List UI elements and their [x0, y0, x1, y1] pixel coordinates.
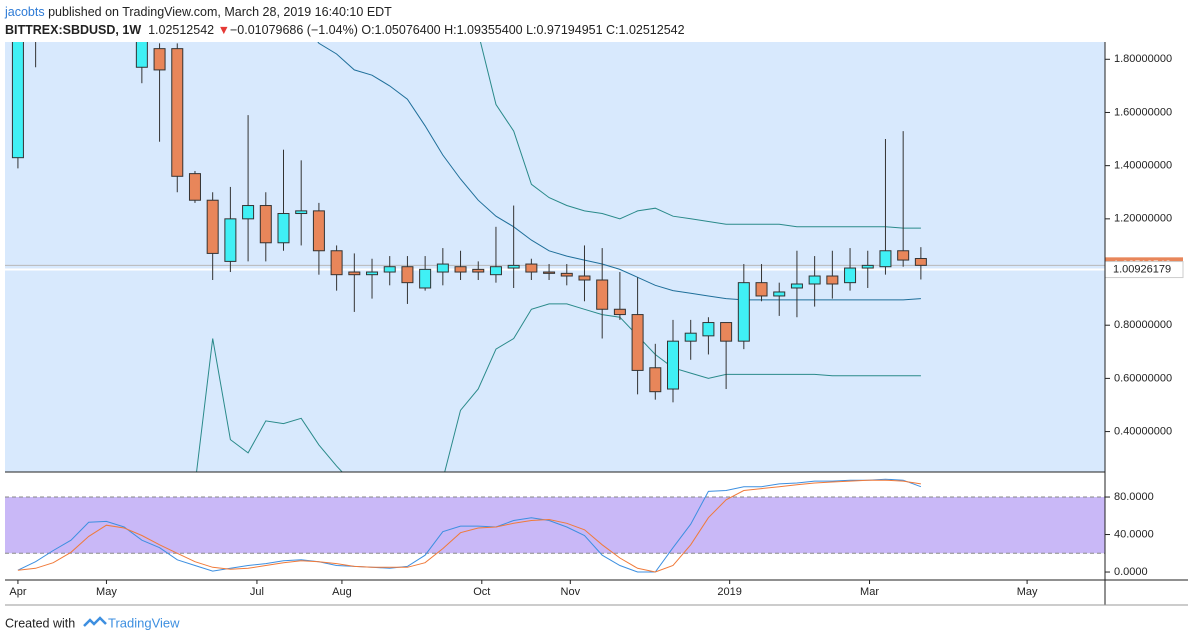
- y-tick-label: 0.0000: [1114, 566, 1148, 578]
- x-tick-label: Oct: [473, 586, 490, 598]
- y-tick-label: 80.0000: [1114, 491, 1154, 503]
- hline-label: 1.00926179: [1113, 263, 1171, 275]
- candle-body: [720, 322, 733, 342]
- header-line1: jacobts published on TradingView.com, Ma…: [5, 5, 392, 19]
- candle-body: [649, 367, 662, 393]
- candle-body: [560, 272, 573, 277]
- x-tick-label: Apr: [9, 586, 26, 598]
- candle-body: [366, 271, 379, 276]
- x-tick-label: 2019: [717, 586, 741, 598]
- candle-body: [914, 258, 927, 266]
- price-pane: [5, 42, 1105, 472]
- candle-body: [844, 267, 857, 284]
- candle-body: [897, 250, 910, 261]
- series-line: [479, 42, 921, 229]
- x-tick-label: Mar: [860, 586, 879, 598]
- candle-body: [277, 213, 290, 244]
- candle-body: [348, 271, 361, 276]
- candle-body: [613, 308, 626, 316]
- published: published on TradingView.com, March 28, …: [44, 5, 392, 19]
- series-line: [17, 479, 921, 573]
- candle-body: [135, 42, 148, 68]
- candle-body: [454, 266, 467, 273]
- series-line: [17, 478, 922, 573]
- candle-body: [808, 275, 821, 285]
- y-tick-label: 1.20000000: [1114, 213, 1172, 225]
- ohlc: O:1.05076400 H:1.09355400 L:0.97194951 C…: [361, 23, 685, 37]
- candle-body: [826, 275, 839, 285]
- logo-mark: [83, 616, 107, 627]
- change: −0.01079686 (−1.04%): [229, 23, 358, 37]
- stoch-band: [5, 497, 1105, 554]
- candle-body: [631, 314, 644, 371]
- candle-body: [312, 210, 325, 252]
- series-line: [196, 303, 921, 472]
- candle-body: [861, 264, 874, 269]
- candle-body: [596, 279, 609, 310]
- candle-body: [507, 264, 520, 269]
- candle-body: [383, 266, 396, 273]
- candle-body: [188, 173, 201, 201]
- candle-body: [242, 205, 255, 220]
- x-tick-label: Jul: [250, 586, 264, 598]
- candle-body: [224, 218, 237, 262]
- x-tick-label: May: [96, 586, 117, 598]
- y-tick-label: 1.80000000: [1114, 53, 1172, 65]
- candle-body: [295, 210, 308, 215]
- y-tick-label: 1.40000000: [1114, 160, 1172, 172]
- candle-body: [489, 266, 502, 276]
- candle-body: [525, 263, 538, 273]
- y-tick-label: 40.0000: [1114, 528, 1154, 540]
- header-line2: BITTREX:SBDUSD, 1W 1.02512542 ▼−0.010796…: [5, 23, 685, 37]
- logo: [83, 616, 107, 627]
- y-tick-label: 1.60000000: [1114, 106, 1172, 118]
- candle-body: [737, 282, 750, 342]
- candle-body: [11, 42, 24, 159]
- price-plot: [5, 42, 1105, 472]
- x-tick-label: Aug: [332, 586, 352, 598]
- axes: 1.025125421.009261790.400000000.60000000…: [9, 53, 1184, 598]
- candle-body: [206, 199, 219, 254]
- candle-body: [153, 48, 166, 71]
- y-tick-label: 0.40000000: [1114, 425, 1172, 437]
- symbol: BITTREX:SBDUSD, 1W: [5, 23, 142, 37]
- y-tick-label: 0.60000000: [1114, 372, 1172, 384]
- y-tick-label: 0.80000000: [1114, 319, 1172, 331]
- candle-body: [578, 275, 591, 281]
- candle-body: [330, 250, 343, 276]
- stoch-plot: [5, 478, 1105, 573]
- candle-body: [773, 291, 786, 297]
- author: jacobts: [5, 5, 45, 19]
- x-tick-label: May: [1017, 586, 1038, 598]
- series-line: [317, 42, 921, 301]
- candle-body: [419, 268, 432, 289]
- candle-body: [472, 268, 485, 273]
- arrow: ▼: [217, 23, 230, 37]
- footer-created: Created with: [5, 616, 75, 630]
- candle-body: [436, 263, 449, 273]
- candle-body: [543, 271, 556, 274]
- footer-brand: TradingView: [108, 615, 180, 630]
- candle-body: [667, 340, 680, 390]
- candle-body: [755, 282, 768, 297]
- candle-body: [401, 266, 414, 284]
- candle-body: [702, 322, 715, 337]
- candle-body: [879, 250, 892, 268]
- candle-body: [684, 332, 697, 342]
- candle-body: [259, 205, 272, 244]
- last: 1.02512542: [148, 23, 215, 37]
- x-tick-label: Nov: [561, 586, 581, 598]
- candle-body: [171, 48, 184, 177]
- candle-body: [790, 283, 803, 289]
